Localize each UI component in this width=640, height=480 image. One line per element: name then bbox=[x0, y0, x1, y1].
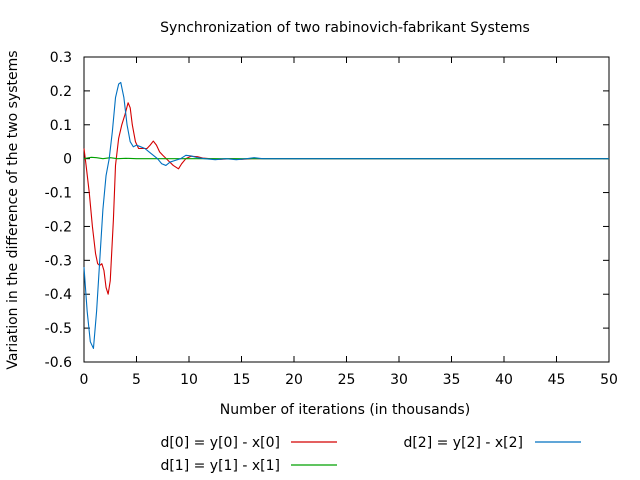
y-tick-label: 0.2 bbox=[50, 84, 72, 100]
x-axis-label: Number of iterations (in thousands) bbox=[220, 402, 470, 418]
plot-area: 0 5 10 15 20 25 30 35 40 45 50 -0.6 -0.5 -0.4 -0.3 -0.2… bbox=[45, 50, 618, 388]
x-tick-label: 10 bbox=[180, 372, 198, 388]
x-tick-label: 20 bbox=[285, 372, 303, 388]
x-tick-label: 45 bbox=[548, 372, 566, 388]
y-tick-label: -0.5 bbox=[45, 321, 72, 337]
y-tick-label: -0.6 bbox=[45, 355, 72, 371]
series-line-1 bbox=[83, 102, 609, 295]
y-axis-label: Variation in the difference of the two s… bbox=[5, 50, 21, 369]
x-tick-label: 35 bbox=[443, 372, 461, 388]
series-line-2 bbox=[83, 156, 609, 160]
chart-title: Synchronization of two rabinovich-fabrik… bbox=[160, 20, 530, 36]
legend-label-2: d[1] = y[1] - x[1] bbox=[160, 458, 280, 474]
y-tick-label: -0.4 bbox=[45, 287, 72, 303]
legend: d[0] = y[0] - x[0] d[1] = y[1] - x[1] d[2]… bbox=[160, 435, 581, 474]
legend-label-1: d[0] = y[0] - x[0] bbox=[160, 435, 280, 451]
plot-frame bbox=[83, 56, 610, 363]
y-tick-label: 0 bbox=[63, 152, 72, 168]
y-tick-label: -0.3 bbox=[45, 253, 72, 269]
y-tick-label: 0.3 bbox=[50, 50, 72, 66]
x-tick-label: 15 bbox=[233, 372, 251, 388]
y-tick-label: -0.1 bbox=[45, 186, 72, 202]
legend-label-3: d[2] = y[2] - x[2] bbox=[403, 435, 523, 451]
x-tick-label: 40 bbox=[495, 372, 513, 388]
series-line-3 bbox=[83, 81, 609, 349]
y-tick-label: -0.2 bbox=[45, 219, 72, 235]
x-tick-label: 0 bbox=[80, 372, 89, 388]
y-tick-label: 0.1 bbox=[50, 118, 72, 134]
x-tick-label: 5 bbox=[132, 372, 141, 388]
x-tick-label: 25 bbox=[338, 372, 356, 388]
x-tick-label: 50 bbox=[600, 372, 618, 388]
x-tick-label: 30 bbox=[390, 372, 408, 388]
